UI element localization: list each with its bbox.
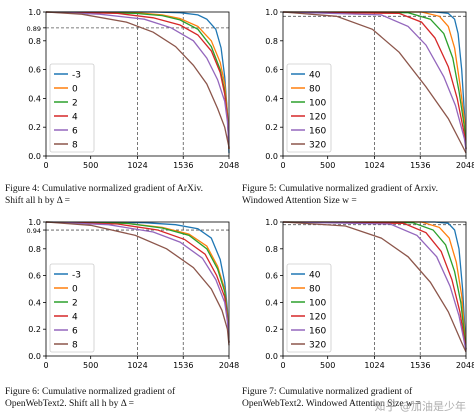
x-tick-label: 1536 (410, 161, 430, 170)
series-line-4 (45, 11, 230, 149)
figure-7-chart: 0 500 1024 1536 2048 0.0 0.2 0.4 0.6 0.8 1.0 40 80 10… (237, 210, 474, 380)
series-line-6 (45, 221, 230, 343)
legend-label-0: 0 (72, 285, 78, 295)
figure-4-svg: 0 500 1024 1536 20480.00.20.40.60.80.891.0-3… (27, 8, 240, 170)
x-tick-label: 2048 (456, 361, 474, 370)
series-line-160 (282, 11, 467, 151)
y-tick-label: 0.6 (28, 66, 41, 75)
legend-label-80: 80 (309, 285, 321, 295)
y-tick-label: 0.8 (28, 37, 41, 46)
figure-4-caption: Figure 4: Cumulative normalized gradient… (5, 184, 204, 206)
y-tick-label: 0.6 (265, 66, 278, 75)
legend-label-40: 40 (309, 71, 321, 81)
x-tick-label: 500 (320, 361, 335, 370)
figure-5-caption: Figure 5: Cumulative normalized gradient… (242, 184, 438, 206)
legend-label--3: -3 (72, 271, 81, 281)
y-tick-label: 0.4 (28, 94, 41, 103)
y-tick-label: 0.2 (28, 123, 41, 132)
y-tick-label: 1.0 (28, 218, 41, 227)
series-line-120 (282, 11, 467, 149)
x-tick-label: 0 (280, 361, 285, 370)
figure-7-svg: 0 500 1024 1536 2048 0.0 0.2 0.4 0.6 0.8 1.0 40 80 10… (265, 218, 474, 370)
legend-label-160: 160 (309, 127, 326, 137)
y-tick-label: 1.0 (28, 8, 41, 17)
y-tick-label: 0.2 (28, 325, 41, 334)
legend-label--3: -3 (72, 71, 81, 81)
legend-label-2: 2 (72, 299, 78, 309)
series-line-320 (282, 221, 467, 353)
y-tick-label: 0.6 (28, 272, 41, 281)
series-line-6 (45, 11, 230, 148)
legend-label-4: 4 (72, 313, 78, 323)
series-line-80 (283, 11, 467, 149)
x-tick-label: 0 (43, 361, 48, 370)
y-tick-label: 0.0 (265, 352, 278, 361)
series-line-8 (45, 221, 230, 346)
figure-6-caption: Figure 6: Cumulative normalized gradient… (5, 387, 176, 409)
legend-label-120: 120 (309, 313, 326, 323)
y-tick-label: 0.4 (265, 298, 278, 307)
legend-label-4: 4 (72, 113, 78, 123)
legend-label-0: 0 (72, 85, 78, 95)
y-tick-label: 1.0 (265, 8, 278, 17)
figure-4-chart: 0 500 1024 1536 2048 0.0 0.2 0.4 0.6 0.8 0.89 1.0 -3… (0, 0, 240, 180)
y-tick-label: 0.94 (27, 227, 41, 235)
y-tick-label: 0.6 (265, 272, 278, 281)
figure-6-svg: 0 500 1024 1536 20480.00.20.40.60.80.941.0-3… (27, 218, 240, 370)
figure-5-chart: 0 500 1024 1536 2048 0.0 0.2 0.4 0.6 0.8 1.0 40 80 10… (237, 0, 474, 180)
figure-5-svg: 0 500 1024 1536 2048 0.0 0.2 0.4 0.6 0.8 1.0 40 80 10… (265, 8, 474, 170)
series-line-8 (45, 11, 230, 148)
legend-label-100: 100 (309, 299, 326, 309)
x-tick-label: 1536 (173, 161, 193, 170)
y-tick-label: 0.0 (28, 152, 41, 161)
watermark: 知乎 @加油是少年 (374, 400, 467, 413)
legend-label-40: 40 (309, 271, 321, 281)
x-tick-label: 1024 (364, 361, 384, 370)
legend-label-320: 320 (309, 141, 326, 151)
legend-label-80: 80 (309, 85, 321, 95)
legend-label-100: 100 (309, 99, 326, 109)
x-tick-label: 1536 (173, 361, 193, 370)
x-tick-label: 1024 (127, 161, 147, 170)
y-tick-label: 0.89 (27, 25, 41, 33)
x-tick-label: 1536 (410, 361, 430, 370)
legend-label-6: 6 (72, 327, 78, 337)
x-tick-label: 1024 (127, 361, 147, 370)
x-tick-label: 0 (280, 161, 285, 170)
y-tick-label: 0.2 (265, 325, 278, 334)
x-tick-label: 1024 (364, 161, 384, 170)
x-tick-label: 2048 (219, 361, 239, 370)
figure-7-caption: Figure 7: Cumulative normalized gradient… (242, 387, 421, 409)
series-line-320 (282, 11, 467, 154)
y-tick-label: 1.0 (265, 218, 278, 227)
y-tick-label: 0.8 (265, 245, 278, 254)
y-tick-label: 0.4 (265, 94, 278, 103)
y-tick-label: 0.8 (265, 37, 278, 46)
x-tick-label: 500 (83, 361, 98, 370)
y-tick-label: 0.0 (265, 152, 278, 161)
x-tick-label: 0 (43, 161, 48, 170)
legend-label-2: 2 (72, 99, 78, 109)
y-tick-label: 0.2 (265, 123, 278, 132)
legend-label-160: 160 (309, 327, 326, 337)
series-line-100 (282, 221, 467, 350)
x-tick-label: 2048 (456, 161, 474, 170)
figure-6-chart: 0 500 1024 1536 2048 0.0 0.2 0.4 0.6 0.8 0.94 1.0 -3… (0, 210, 240, 380)
legend-label-320: 320 (309, 341, 326, 351)
x-tick-label: 2048 (219, 161, 239, 170)
y-tick-label: 0.4 (28, 298, 41, 307)
y-tick-label: 0.8 (28, 245, 41, 254)
legend-label-120: 120 (309, 113, 326, 123)
legend-label-8: 8 (72, 141, 78, 151)
series-line-100 (282, 11, 467, 149)
series-line-160 (282, 221, 467, 351)
x-tick-label: 500 (83, 161, 98, 170)
legend-label-6: 6 (72, 127, 78, 137)
y-tick-label: 0.0 (28, 352, 41, 361)
legend-label-8: 8 (72, 341, 78, 351)
series-line-120 (282, 221, 467, 350)
x-tick-label: 500 (320, 161, 335, 170)
